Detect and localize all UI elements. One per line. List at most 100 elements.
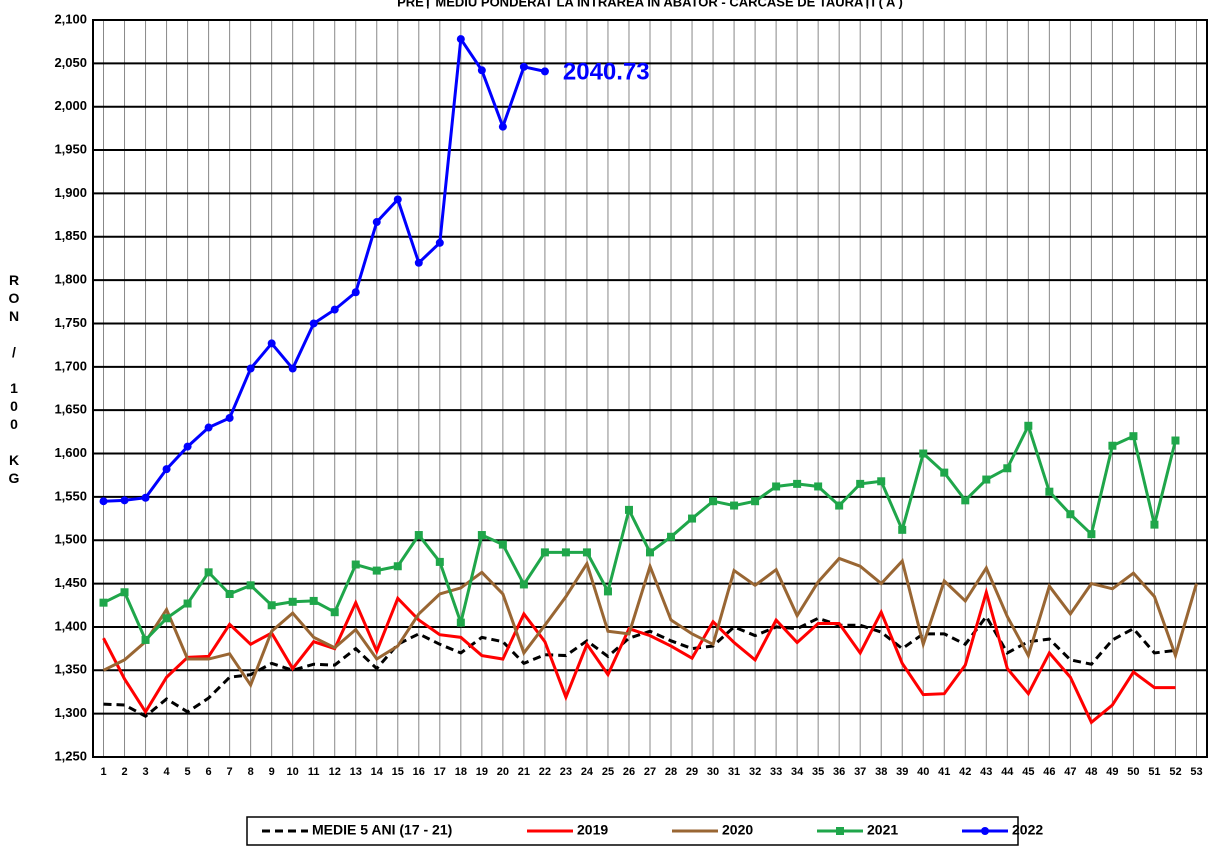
x-tick-label: 18 [455, 766, 467, 778]
data-label: 2040.73 [563, 59, 650, 86]
point [624, 505, 633, 514]
y-tick-label: 1,900 [54, 185, 87, 200]
legend-box [246, 816, 1019, 846]
point [477, 66, 486, 75]
y-tick-label: 1,250 [54, 748, 87, 763]
x-tick-label: 51 [1148, 766, 1160, 778]
legend-label: MEDIE 5 ANI (17 - 21) [312, 822, 452, 838]
x-tick-label: 48 [1085, 766, 1097, 778]
y-tick-label: 1,500 [54, 532, 87, 547]
point [856, 479, 865, 488]
y-tick-label: 1,450 [54, 575, 87, 590]
x-tick-label: 17 [434, 766, 446, 778]
x-tick-label: 28 [665, 766, 677, 778]
x-tick-label: 34 [791, 766, 804, 778]
point [940, 468, 949, 477]
x-tick-label: 8 [248, 766, 254, 778]
x-tick-label: 26 [623, 766, 635, 778]
point [372, 218, 381, 227]
point [225, 589, 234, 598]
point [1150, 520, 1159, 529]
y-axis-label: RON / 100 KG [6, 272, 22, 488]
point [162, 614, 171, 623]
point [835, 501, 844, 510]
x-tick-label: 43 [980, 766, 992, 778]
point [814, 482, 823, 491]
point [667, 532, 676, 541]
legend-label: 2020 [722, 822, 753, 838]
point [330, 305, 339, 314]
x-tick-label: 27 [644, 766, 656, 778]
x-tick-label: 24 [581, 766, 594, 778]
point [246, 364, 255, 373]
point [1066, 510, 1075, 519]
x-tick-label: 4 [164, 766, 171, 778]
x-tick-label: 44 [1001, 766, 1014, 778]
point [456, 35, 465, 44]
point [919, 449, 928, 458]
x-tick-label: 20 [497, 766, 509, 778]
legend: MEDIE 5 ANI (17 - 21) 2019 2020 2021 2022 [246, 816, 1043, 846]
point [730, 501, 739, 510]
point [498, 122, 507, 131]
point [309, 319, 318, 328]
point [288, 364, 297, 373]
point [898, 525, 907, 534]
point [561, 548, 570, 557]
x-tick-label: 1 [100, 766, 106, 778]
point [1003, 464, 1012, 473]
x-tick-label: 39 [896, 766, 908, 778]
point [877, 477, 886, 486]
point [772, 482, 781, 491]
point [498, 540, 507, 549]
point [688, 514, 697, 523]
x-tick-label: 5 [185, 766, 191, 778]
y-tick-label: 1,700 [54, 358, 87, 373]
point [477, 531, 486, 540]
x-tick-label: 40 [917, 766, 929, 778]
point [1129, 432, 1138, 441]
x-tick-label: 11 [308, 766, 320, 778]
point [1171, 436, 1180, 445]
point [793, 479, 802, 488]
point [414, 531, 423, 540]
x-tick-label: 30 [707, 766, 719, 778]
point [982, 475, 991, 484]
legend-label: 2021 [867, 822, 898, 838]
point [961, 496, 970, 505]
y-tick-label: 1,750 [54, 315, 87, 330]
chart-title: PREȚ MEDIU PONDERAT LA INTRAREA ÎN ABATO… [397, 0, 903, 9]
x-tick-label: 3 [142, 766, 148, 778]
x-tick-label: 53 [1190, 766, 1202, 778]
y-tick-label: 1,550 [54, 488, 87, 503]
point [540, 548, 549, 557]
point [141, 493, 150, 502]
point [162, 465, 171, 474]
point [141, 635, 150, 644]
point [519, 580, 528, 589]
x-tick-label: 6 [206, 766, 212, 778]
point [582, 548, 591, 557]
point [414, 258, 423, 267]
x-tick-label: 46 [1043, 766, 1055, 778]
x-tick-label: 15 [392, 766, 404, 778]
point [267, 339, 276, 348]
x-tick-label: 45 [1022, 766, 1034, 778]
x-tick-label: 21 [518, 766, 530, 778]
point [372, 566, 381, 575]
x-tick-label: 47 [1064, 766, 1076, 778]
point [351, 288, 360, 297]
point [99, 497, 108, 506]
point [225, 413, 234, 422]
x-tick-label: 23 [560, 766, 572, 778]
point [309, 596, 318, 605]
legend-marker [981, 827, 989, 835]
x-tick-label: 36 [833, 766, 845, 778]
x-tick-label: 32 [749, 766, 761, 778]
point [120, 588, 129, 597]
point [183, 599, 192, 608]
legend-marker [836, 827, 844, 835]
x-tick-label: 22 [539, 766, 551, 778]
x-tick-label: 37 [854, 766, 866, 778]
